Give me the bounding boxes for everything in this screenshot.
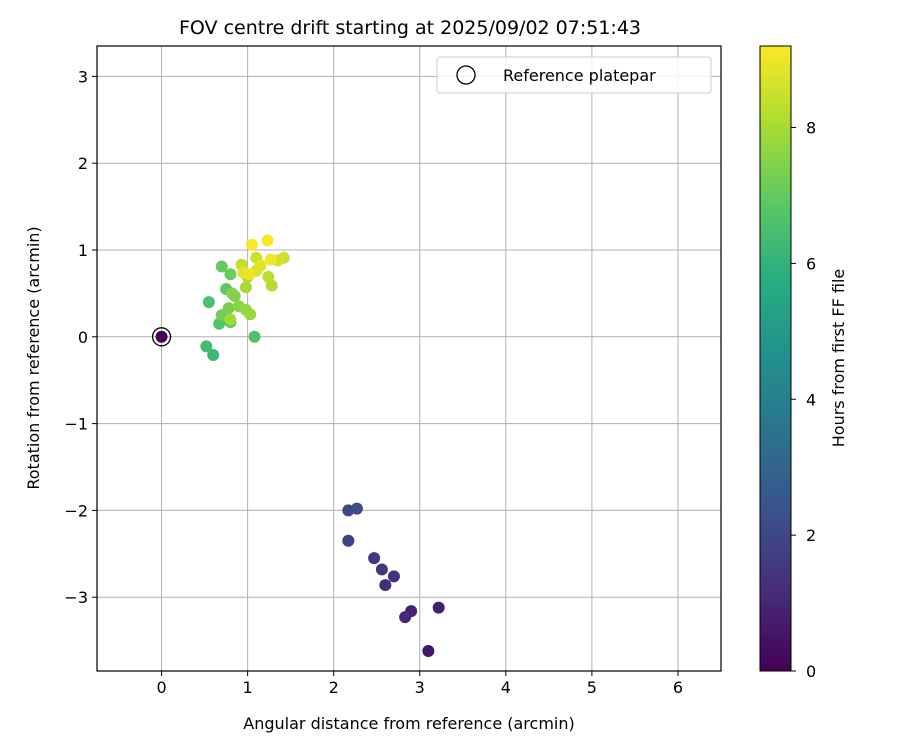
data-point — [264, 253, 277, 266]
colorbar-tick-label: 4 — [806, 390, 816, 409]
x-axis: 0 1 2 3 4 5 6 — [156, 671, 683, 697]
data-point — [368, 552, 381, 565]
x-tick-label: 1 — [243, 678, 253, 697]
y-axis: −3 −2 −1 0 1 2 3 — [64, 67, 97, 607]
y-tick-label: −1 — [64, 415, 88, 434]
x-tick-label: 5 — [587, 678, 597, 697]
data-point — [202, 296, 215, 309]
data-point — [342, 534, 355, 547]
colorbar-tick-label: 0 — [806, 662, 816, 681]
data-point — [243, 268, 256, 281]
data-point — [387, 570, 400, 583]
y-axis-label: Rotation from reference (arcmin) — [24, 226, 43, 489]
legend: Reference platepar — [436, 56, 712, 94]
x-tick-label: 2 — [329, 678, 339, 697]
data-point — [239, 281, 252, 294]
data-point — [224, 268, 237, 281]
data-point — [222, 302, 235, 315]
legend-box — [436, 56, 712, 94]
colorbar-ticks: 0 2 4 6 8 — [791, 119, 816, 681]
data-point — [262, 270, 275, 283]
x-tick-label: 0 — [156, 678, 166, 697]
data-point — [226, 287, 239, 300]
data-point — [215, 260, 228, 273]
x-tick-label: 3 — [415, 678, 425, 697]
data-point — [245, 238, 258, 251]
data-point — [248, 330, 261, 343]
legend-label: Reference platepar — [503, 66, 656, 85]
colorbar-gradient — [759, 45, 792, 672]
data-point — [375, 563, 388, 576]
y-tick-label: 1 — [78, 241, 88, 260]
colorbar-tick-label: 2 — [806, 526, 816, 545]
y-tick-label: 0 — [78, 328, 88, 347]
data-point — [254, 259, 267, 272]
data-point — [432, 601, 445, 614]
x-tick-label: 4 — [501, 678, 511, 697]
plot-frame — [96, 45, 722, 672]
data-point — [224, 313, 237, 326]
reference-point — [155, 330, 168, 343]
data-point — [207, 349, 220, 362]
x-tick-label: 6 — [673, 678, 683, 697]
legend-marker-icon — [456, 65, 476, 85]
data-point — [422, 645, 435, 658]
data-point — [399, 611, 412, 624]
y-tick-label: −3 — [64, 588, 88, 607]
y-tick-label: −2 — [64, 501, 88, 520]
data-point — [244, 308, 257, 321]
grid — [97, 46, 721, 671]
colorbar-label: Hours from first FF file — [829, 269, 848, 448]
colorbar-tick-label: 8 — [806, 119, 816, 138]
chart-title: FOV centre drift starting at 2025/09/02 … — [179, 17, 641, 39]
data-point — [200, 340, 213, 353]
data-point — [379, 579, 392, 592]
data-point — [261, 234, 274, 247]
y-tick-label: 3 — [78, 67, 88, 86]
colorbar: 0 2 4 6 8 Hours from first FF file — [759, 45, 848, 681]
reference-marker-ring — [151, 327, 172, 347]
y-tick-label: 2 — [78, 154, 88, 173]
data-points — [151, 234, 445, 658]
x-axis-label: Angular distance from reference (arcmin) — [243, 714, 574, 733]
data-point — [350, 502, 363, 515]
colorbar-tick-label: 6 — [806, 254, 816, 273]
